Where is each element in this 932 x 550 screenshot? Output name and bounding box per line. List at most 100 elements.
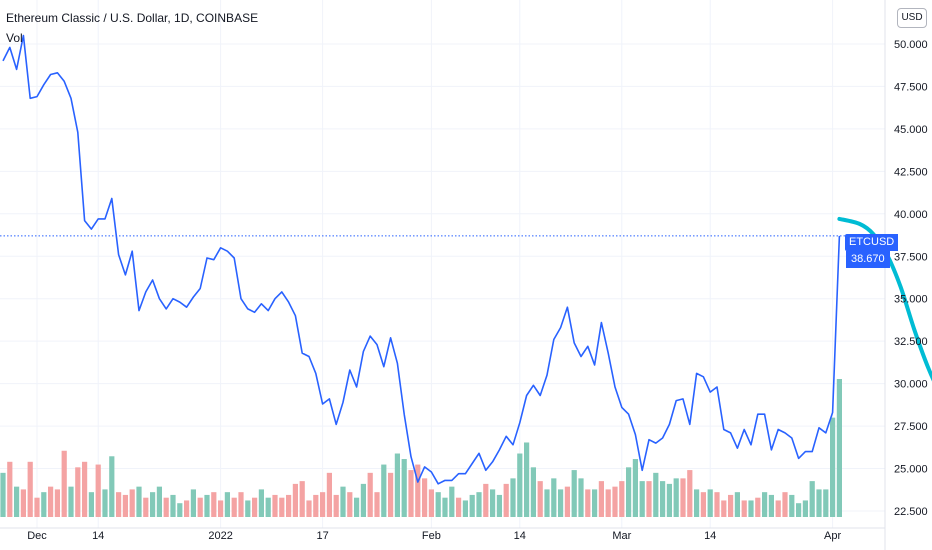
volume-bar	[218, 500, 224, 517]
volume-bar	[728, 494, 734, 517]
volume-bar	[320, 492, 326, 517]
volume-bar	[428, 489, 434, 517]
volume-bar	[646, 481, 652, 517]
volume-bar	[741, 500, 747, 517]
y-tick-label: 50.000	[894, 39, 928, 51]
volume-bar	[265, 497, 271, 517]
volume-bar	[258, 489, 264, 517]
x-tick-label: Apr	[824, 530, 841, 542]
x-tick-label: Dec	[27, 530, 47, 542]
volume-bar	[816, 489, 822, 517]
x-tick-label: 2022	[208, 530, 232, 542]
y-tick-label: 30.000	[894, 379, 928, 391]
last-price-value: 38.670	[846, 251, 890, 268]
volume-bar	[707, 489, 713, 517]
volume-bar	[109, 456, 115, 517]
y-tick-label: 25.000	[894, 464, 928, 476]
volume-bar	[48, 486, 54, 517]
volume-bar	[211, 492, 217, 517]
volume-bar	[394, 453, 400, 517]
price-axis[interactable]: 22.500 25.000 27.500 30.000 32.500 35.000 37.5…	[894, 39, 928, 518]
volume-bar	[61, 450, 67, 517]
volume-bar	[435, 492, 441, 517]
volume-bar	[456, 497, 462, 517]
volume-bar	[619, 481, 625, 517]
volume-bar	[476, 492, 482, 517]
volume-bar	[734, 492, 740, 517]
volume-bar	[75, 467, 81, 517]
volume-bar	[469, 494, 475, 517]
volume-bar	[41, 492, 47, 517]
volume-bar	[551, 478, 557, 517]
volume-bar	[714, 492, 720, 517]
volume-bar	[462, 500, 468, 517]
volume-bar	[510, 478, 516, 517]
volume-bar	[558, 489, 564, 517]
volume-bar	[503, 483, 509, 517]
volume-bar	[116, 492, 122, 517]
volume-bar	[789, 494, 795, 517]
volume-bar	[27, 461, 33, 517]
x-tick-label: 14	[514, 530, 526, 542]
volume-bar	[0, 472, 6, 517]
volume-bar	[184, 500, 190, 517]
volume-bar	[82, 461, 88, 517]
chart-title: Ethereum Classic / U.S. Dollar, 1D, COIN…	[6, 11, 259, 25]
volume-bar	[388, 472, 394, 517]
volume-bar	[95, 464, 101, 517]
volume-bar	[401, 459, 407, 517]
volume-bar	[700, 492, 706, 517]
volume-bar	[632, 459, 638, 517]
volume-bar	[490, 489, 496, 517]
volume-bar	[102, 489, 108, 517]
volume-bar	[14, 486, 20, 517]
symbol-label: ETCUSD	[845, 234, 899, 251]
volume-bars	[0, 379, 842, 517]
volume-bar	[245, 500, 251, 517]
volume-bar	[748, 500, 754, 517]
volume-bar	[524, 442, 530, 517]
volume-bar	[286, 494, 292, 517]
volume-bar	[326, 472, 332, 517]
volume-bar	[34, 497, 40, 517]
volume-bar	[639, 481, 645, 517]
volume-bar	[313, 494, 319, 517]
volume-bar	[687, 470, 693, 517]
volume-bar	[680, 478, 686, 517]
volume-bar	[190, 489, 196, 517]
price-line	[2, 34, 841, 485]
volume-bar	[585, 489, 591, 517]
volume-bar	[88, 492, 94, 517]
volume-bar	[660, 481, 666, 517]
volume-bar	[517, 453, 523, 517]
volume-bar	[197, 497, 203, 517]
volume-bar	[156, 486, 162, 517]
y-tick-label: 27.500	[894, 421, 928, 433]
volume-bar	[578, 478, 584, 517]
volume-bar	[496, 494, 502, 517]
volume-bar	[177, 503, 183, 517]
x-tick-label: 14	[704, 530, 716, 542]
volume-bar	[231, 497, 237, 517]
time-axis[interactable]: Dec14202217Feb14Mar14Apr18May	[27, 530, 932, 542]
volume-bar	[823, 489, 829, 517]
x-tick-label: 17	[316, 530, 328, 542]
volume-bar	[136, 486, 142, 517]
x-tick-label: Mar	[612, 530, 631, 542]
volume-bar	[449, 486, 455, 517]
volume-bar	[367, 472, 373, 517]
volume-bar	[279, 497, 285, 517]
volume-bar	[143, 497, 149, 517]
volume-bar	[762, 492, 768, 517]
volume-bar	[129, 489, 135, 517]
volume-bar	[830, 417, 836, 517]
y-tick-label: 45.000	[894, 124, 928, 136]
currency-button[interactable]: USD	[897, 8, 927, 28]
volume-bar	[836, 379, 842, 517]
volume-bar	[626, 467, 632, 517]
volume-label: Vol	[6, 31, 23, 45]
volume-bar	[252, 497, 258, 517]
volume-bar	[163, 497, 169, 517]
volume-bar	[408, 470, 414, 517]
